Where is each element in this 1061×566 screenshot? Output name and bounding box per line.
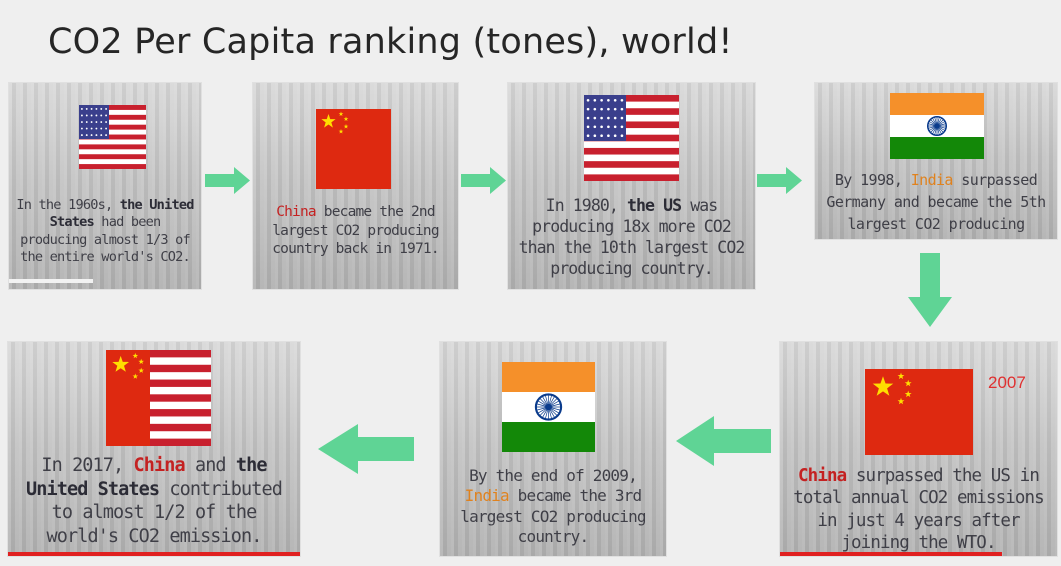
page-title: CO2 Per Capita ranking (tones), world! [48, 22, 733, 62]
accent-bar [780, 552, 1002, 556]
arrow-left-icon [676, 416, 771, 466]
arrow-right-icon [461, 167, 506, 194]
us-flag-icon [79, 105, 146, 169]
us-flag-icon [584, 95, 679, 181]
card-1960s: In the 1960s, the United States had been… [9, 83, 201, 289]
accent-bar [8, 552, 300, 556]
card-1998: By 1998, India surpassed Germany and bec… [815, 83, 1057, 239]
card-caption: In 2017, China and the United States con… [26, 455, 283, 548]
progress-bar [9, 279, 93, 283]
china-flag-icon [316, 109, 391, 189]
china-us-flag-icon [106, 350, 211, 446]
card-caption: China became the 2nd largest CO2 produci… [272, 204, 439, 258]
card-1980: In 1980, the US was producing 18x more C… [508, 83, 755, 289]
card-2007: China surpassed the US in total annual C… [780, 342, 1057, 556]
china-flag-icon [865, 369, 973, 455]
arrow-right-icon [757, 167, 802, 194]
india-flag-icon [890, 93, 984, 159]
card-caption: In 1980, the US was producing 18x more C… [518, 196, 746, 279]
card-caption: By 1998, India surpassed Germany and bec… [826, 171, 1046, 239]
card-2017: In 2017, China and the United States con… [8, 342, 300, 556]
card-caption: China surpassed the US in total annual C… [793, 466, 1044, 554]
arrow-down-icon [908, 253, 952, 327]
card-caption: In the 1960s, the United States had been… [16, 197, 194, 266]
india-flag-icon [502, 362, 595, 452]
year-annotation: 2007 [988, 373, 1026, 392]
arrow-right-icon [205, 167, 250, 194]
card-1971: China became the 2nd largest CO2 produci… [253, 83, 458, 289]
card-2009: By the end of 2009, India became the 3rd… [440, 342, 666, 556]
arrow-left-icon [318, 424, 414, 474]
card-caption: By the end of 2009, India became the 3rd… [460, 466, 646, 547]
